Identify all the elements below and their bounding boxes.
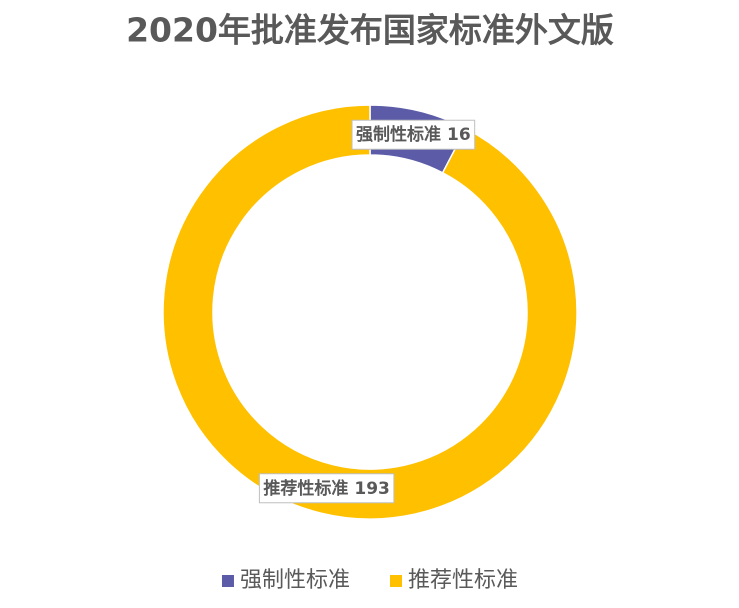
- data-label: 推荐性标准 193: [258, 473, 395, 504]
- data-label-text: 推荐性标准 193: [263, 478, 390, 499]
- data-label-category: 推荐性标准: [263, 478, 348, 499]
- donut-slice: [162, 104, 578, 520]
- data-label: 强制性标准 16: [351, 119, 476, 150]
- chart-title: 2020年批准发布国家标准外文版: [126, 11, 614, 50]
- data-label-box: [351, 119, 476, 150]
- data-label-value: 16: [447, 125, 471, 145]
- data-label-category: 强制性标准: [356, 124, 441, 145]
- data-label-value: 193: [354, 479, 390, 499]
- legend-swatch: [221, 575, 234, 587]
- data-label-text: 强制性标准 16: [356, 124, 471, 145]
- legend-swatch: [390, 575, 402, 587]
- legend-label: 推荐性标准: [408, 568, 518, 593]
- legend-label: 强制性标准: [240, 568, 350, 593]
- data-label-box: [258, 473, 395, 504]
- legend-item: 强制性标准: [221, 568, 350, 593]
- legend-item: 推荐性标准: [390, 568, 518, 593]
